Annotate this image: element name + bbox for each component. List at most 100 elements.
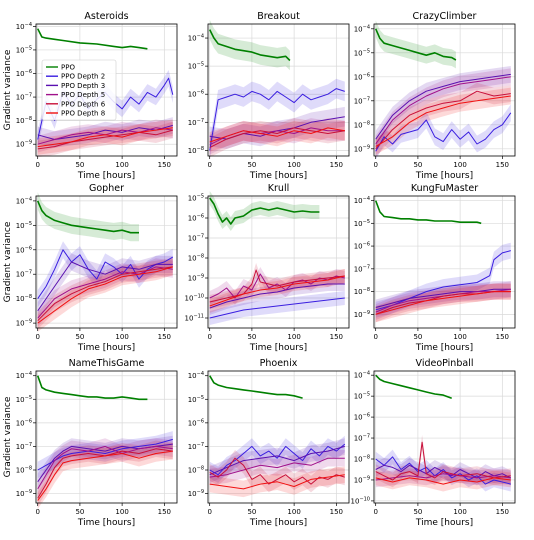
series-line-ppo-depth-8 [37, 450, 173, 501]
y-tick-label: 10−8 [16, 294, 32, 303]
series-line-ppo [36, 28, 148, 50]
series-band [37, 440, 173, 507]
x-tick-label: 50 [247, 161, 256, 169]
y-tick-label: 10−8 [354, 287, 370, 296]
y-tick-label: 10−6 [188, 214, 204, 223]
x-tick-label: 150 [158, 333, 171, 341]
series-band [375, 283, 511, 323]
series-line-ppo-depth-6 [37, 448, 173, 499]
panel-title: Phoenix [260, 358, 298, 369]
series-line-ppo-depth-5 [37, 445, 173, 490]
x-tick-label: 150 [330, 161, 343, 169]
series-band [209, 19, 290, 71]
y-tick-label: 10−10 [351, 496, 370, 505]
series-band [375, 82, 511, 158]
series-band [37, 438, 173, 498]
y-tick-label: 10−6 [188, 90, 204, 99]
x-axis-label: Time [hours] [415, 518, 473, 528]
series-band [37, 442, 173, 509]
y-tick-label: 10−11 [185, 314, 204, 323]
y-tick-label: 10−8 [16, 466, 32, 475]
series-band [37, 258, 173, 332]
x-tick-label: 50 [413, 161, 422, 169]
series-band [37, 258, 173, 327]
series-line-ppo-depth-3 [209, 445, 345, 476]
x-tick-label: 50 [247, 508, 256, 516]
y-tick-label: 10−6 [16, 245, 32, 254]
series-band [375, 449, 511, 492]
series-line-ppo-depth-8 [209, 474, 345, 490]
x-tick-label: 0 [207, 333, 211, 341]
x-tick-label: 0 [373, 508, 377, 516]
series-line-ppo-depth-6 [209, 269, 345, 303]
y-tick-label: 10−8 [188, 146, 204, 155]
series-line-ppo [374, 200, 482, 225]
x-tick-label: 0 [207, 161, 211, 169]
y-tick-label: 10−7 [354, 434, 370, 443]
panel-title: VideoPinball [416, 358, 474, 369]
series-line-ppo [374, 28, 457, 61]
x-tick-label: 150 [496, 333, 509, 341]
y-tick-label: 10−6 [16, 69, 32, 78]
plot-frame [207, 195, 350, 329]
y-tick-label: 10−7 [16, 442, 32, 451]
x-tick-label: 50 [413, 333, 422, 341]
series-band [37, 241, 173, 308]
series-line-ppo [36, 200, 139, 234]
y-tick-label: 10−9 [354, 475, 370, 484]
panel-gopher: 0 50 100 150 10−9 10−8 10−7 10−6 10−5 10−4 Gopher T… [3, 183, 178, 353]
legend-entry: PPO Depth 2 [61, 73, 105, 81]
x-tick-label: 150 [158, 508, 171, 516]
legend-entry: PPO Depth 5 [61, 91, 105, 99]
x-tick-label: 100 [115, 333, 128, 341]
series-line-ppo-depth-6 [375, 441, 511, 481]
series-band [375, 68, 511, 153]
y-tick-label: 10−5 [354, 48, 370, 57]
y-tick-label: 10−7 [354, 264, 370, 273]
x-tick-label: 100 [287, 161, 300, 169]
x-tick-label: 100 [287, 333, 300, 341]
series-line-ppo-depth-8 [209, 275, 345, 307]
y-axis-label: Gradient variance [3, 396, 13, 477]
series-line-ppo-depth-6 [375, 90, 511, 150]
y-axis-label: Gradient variance [3, 49, 13, 130]
x-tick-label: 150 [496, 508, 509, 516]
y-tick-label: 10−9 [354, 144, 370, 153]
series-line-ppo-depth-3 [209, 283, 345, 309]
series-line-ppo-depth-2 [375, 112, 512, 152]
y-tick-label: 10−9 [188, 274, 204, 283]
series-band [209, 291, 345, 325]
series-band [375, 281, 511, 320]
panel-title: Breakout [257, 11, 300, 22]
plot-frame [373, 195, 516, 329]
series-line-ppo-depth-8 [37, 266, 173, 324]
x-axis-label: Time [hours] [249, 171, 307, 181]
x-axis-label: Time [hours] [77, 343, 135, 353]
legend-entry: PPO [61, 64, 75, 72]
y-tick-label: 10−7 [16, 93, 32, 102]
series-line-ppo-depth-5 [37, 266, 173, 319]
plot-frame [207, 23, 350, 157]
y-tick-label: 10−9 [354, 310, 370, 319]
y-tick-label: 10−5 [188, 62, 204, 71]
y-tick-label: 10−4 [188, 34, 204, 43]
series-line-ppo-depth-6 [209, 127, 345, 149]
x-tick-label: 0 [207, 508, 211, 516]
plot-frame [35, 370, 178, 504]
x-tick-label: 150 [330, 333, 343, 341]
series-band [375, 104, 511, 160]
x-tick-label: 0 [35, 333, 39, 341]
x-axis-label: Time [hours] [77, 518, 135, 528]
x-tick-label: 50 [75, 508, 84, 516]
series-line-ppo-depth-2 [375, 456, 511, 485]
legend-entry: PPO Depth 8 [61, 110, 105, 118]
panel-phoenix: 0 50 100 150 10−9 10−8 10−7 10−6 10−5 10−4 Phoenix… [188, 358, 350, 528]
series-line-ppo-depth-2 [37, 249, 174, 299]
series-line-ppo [36, 375, 148, 401]
series-band [209, 106, 345, 149]
x-tick-label: 100 [115, 508, 128, 516]
series-band [209, 435, 345, 483]
series-band [37, 192, 140, 242]
x-tick-label: 0 [35, 161, 39, 169]
